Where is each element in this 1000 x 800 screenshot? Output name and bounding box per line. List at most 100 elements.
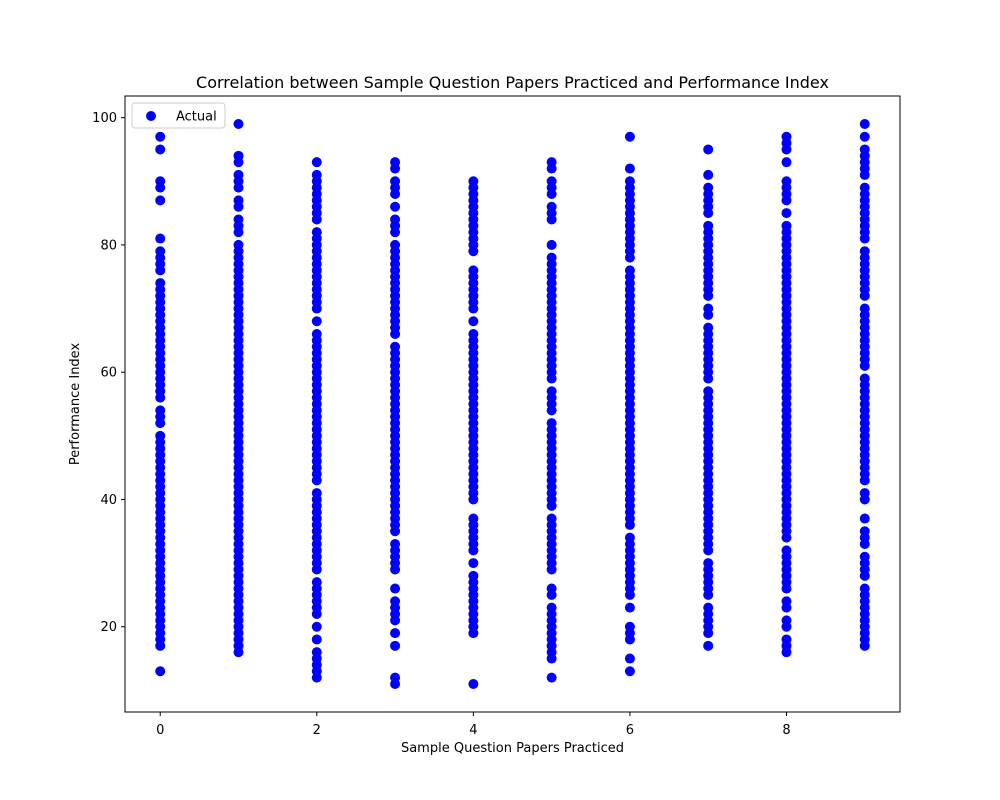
- data-point: [468, 513, 479, 524]
- data-point: [155, 176, 166, 187]
- data-point: [390, 176, 401, 187]
- data-point: [703, 602, 714, 613]
- data-point: [624, 131, 635, 142]
- data-point: [155, 405, 166, 416]
- data-point: [859, 303, 870, 314]
- data-point: [155, 278, 166, 289]
- y-tick-label: 80: [100, 238, 117, 253]
- data-point: [468, 558, 479, 569]
- data-point: [311, 316, 322, 327]
- points-layer: [155, 119, 870, 689]
- data-point: [390, 596, 401, 607]
- data-point: [311, 169, 322, 180]
- data-point: [546, 201, 557, 212]
- data-point: [546, 672, 557, 683]
- data-point: [859, 246, 870, 257]
- data-point: [311, 488, 322, 499]
- data-point: [703, 303, 714, 314]
- data-point: [155, 233, 166, 244]
- data-point: [390, 341, 401, 352]
- data-point: [546, 583, 557, 594]
- data-point: [233, 214, 244, 225]
- data-point: [859, 488, 870, 499]
- data-point: [468, 679, 479, 689]
- data-point: [781, 220, 792, 231]
- data-point: [859, 513, 870, 524]
- x-tick-label: 0: [156, 723, 164, 738]
- data-point: [390, 583, 401, 594]
- data-point: [155, 144, 166, 155]
- data-point: [311, 329, 322, 339]
- data-point: [233, 169, 244, 180]
- data-point: [546, 513, 557, 524]
- data-point: [781, 176, 792, 187]
- plot-frame: [124, 95, 901, 713]
- data-point: [546, 252, 557, 263]
- x-tick-label: 2: [313, 723, 321, 738]
- data-point: [311, 227, 322, 238]
- data-point: [390, 672, 401, 683]
- data-point: [155, 246, 166, 257]
- data-point: [390, 539, 401, 549]
- data-point: [233, 150, 244, 161]
- data-point: [390, 214, 401, 225]
- data-point: [468, 316, 479, 327]
- data-point: [546, 239, 557, 250]
- x-tick-label: 6: [626, 723, 634, 738]
- data-point: [781, 545, 792, 556]
- data-point: [624, 653, 635, 664]
- y-tick-label: 20: [100, 620, 117, 635]
- data-point: [468, 176, 479, 187]
- data-point: [859, 373, 870, 384]
- data-point: [546, 418, 557, 429]
- data-point: [781, 157, 792, 168]
- data-point: [859, 526, 870, 537]
- data-point: [233, 195, 244, 206]
- data-point: [703, 640, 714, 651]
- data-point: [468, 570, 479, 581]
- y-ticks: 20 40 60 80 100: [92, 111, 125, 635]
- data-point: [624, 532, 635, 543]
- data-point: [233, 239, 244, 250]
- data-point: [311, 634, 322, 645]
- data-point: [781, 131, 792, 142]
- data-point: [390, 201, 401, 212]
- data-point: [546, 602, 557, 613]
- y-tick-label: 100: [92, 111, 117, 126]
- data-point: [859, 119, 870, 129]
- data-point: [311, 577, 322, 588]
- data-point: [859, 583, 870, 594]
- data-point: [781, 596, 792, 607]
- data-point: [155, 666, 166, 677]
- x-ticks: 0 2 4 6 8: [156, 712, 791, 738]
- data-point: [624, 666, 635, 677]
- legend-marker: [146, 111, 156, 121]
- data-point: [703, 386, 714, 397]
- data-point: [624, 265, 635, 276]
- data-point: [781, 634, 792, 645]
- y-tick-label: 60: [100, 366, 117, 381]
- data-point: [390, 239, 401, 250]
- data-point: [468, 329, 479, 339]
- data-point: [624, 621, 635, 632]
- data-point: [546, 386, 557, 397]
- data-point: [311, 157, 322, 168]
- data-point: [546, 157, 557, 168]
- data-point: [703, 558, 714, 569]
- data-point: [624, 176, 635, 187]
- data-point: [703, 144, 714, 155]
- data-point: [703, 182, 714, 193]
- data-point: [390, 628, 401, 639]
- legend-box: [131, 102, 226, 129]
- y-axis-label: Performance Index: [68, 343, 83, 466]
- y-tick-label: 40: [100, 493, 117, 508]
- data-point: [703, 322, 714, 333]
- data-point: [859, 144, 870, 155]
- data-point: [781, 208, 792, 219]
- data-point: [155, 195, 166, 206]
- data-point: [624, 602, 635, 613]
- data-point: [859, 551, 870, 562]
- data-point: [390, 157, 401, 168]
- data-point: [859, 182, 870, 193]
- data-point: [390, 640, 401, 651]
